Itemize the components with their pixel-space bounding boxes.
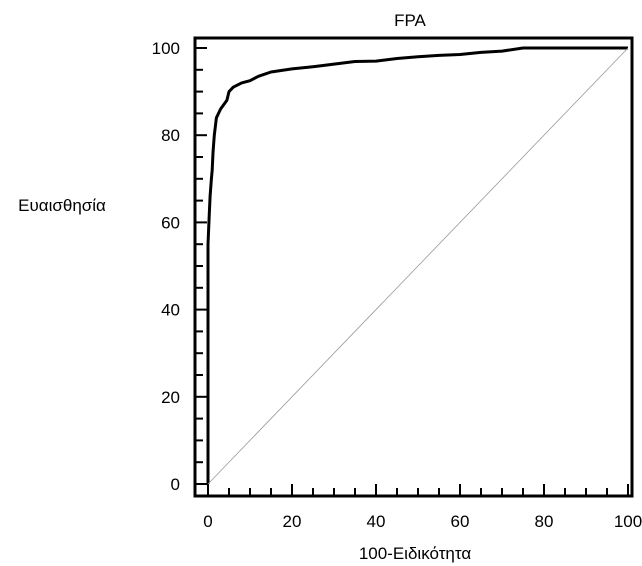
y-tick-label: 80	[161, 126, 180, 145]
x-tick-label: 60	[451, 512, 470, 531]
x-tick-label: 40	[367, 512, 386, 531]
roc-curve-line	[206, 46, 628, 484]
reference-diagonal-line	[207, 47, 629, 485]
y-axis-title: Ευαισθησία	[18, 196, 106, 215]
y-tick-labels: 0 20 40 60 80 100	[152, 39, 180, 494]
axis-ticks	[195, 47, 629, 496]
y-tick-label: 100	[152, 39, 180, 58]
y-tick-label: 0	[171, 475, 180, 494]
y-tick-label: 40	[161, 301, 180, 320]
plot-frame	[193, 36, 634, 498]
x-tick-label: 80	[535, 512, 554, 531]
x-tick-label: 20	[283, 512, 302, 531]
chart-title: FPA	[394, 11, 426, 30]
y-tick-label: 20	[161, 388, 180, 407]
y-tick-label: 60	[161, 213, 180, 232]
x-tick-label: 0	[203, 512, 212, 531]
x-tick-label: 100	[614, 512, 642, 531]
series-group	[206, 46, 629, 485]
x-axis-title: 100-Ειδικότητα	[359, 544, 472, 563]
x-tick-labels: 0 20 40 60 80 100	[203, 512, 642, 531]
